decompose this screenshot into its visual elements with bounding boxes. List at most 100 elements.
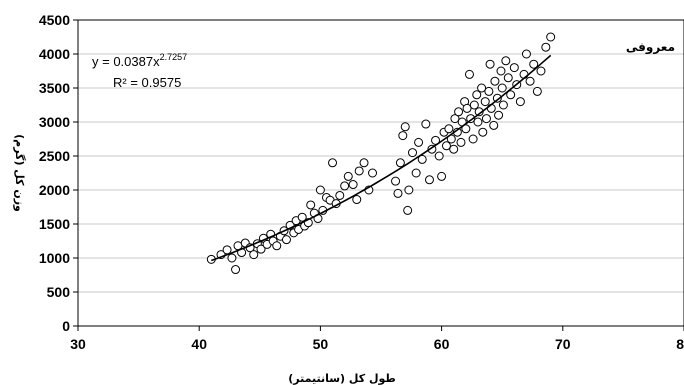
y-tick-label: 500 (47, 284, 71, 300)
data-point (391, 176, 401, 186)
data-point (393, 188, 403, 198)
x-tick-label: 70 (555, 336, 571, 352)
data-point (529, 59, 539, 69)
data-point (437, 171, 447, 181)
data-point (461, 124, 471, 134)
x-tick-label: 40 (191, 336, 207, 352)
y-tick-label: 4500 (39, 12, 70, 28)
data-point (450, 114, 460, 124)
data-point (256, 244, 266, 254)
trendline (211, 54, 552, 262)
trendline-equation: y = 0.0387x2.7257 (92, 52, 187, 69)
data-point (424, 175, 434, 185)
data-point (503, 73, 513, 83)
grid-layer (78, 53, 684, 293)
axis-ticks: 0 500 1000 1500 2000 2500 3000 3500 4000 4500 30 40… (39, 12, 684, 352)
y-tick-label: 0 (62, 318, 70, 334)
data-point (444, 124, 454, 134)
data-point (464, 69, 474, 79)
data-point (506, 90, 516, 100)
data-point (335, 190, 345, 200)
data-point (456, 137, 466, 147)
data-point (521, 49, 531, 59)
r-squared-label: R² = 0.9575 (113, 75, 181, 90)
data-point (404, 185, 414, 195)
data-point (348, 180, 358, 190)
data-point (352, 195, 362, 205)
data-point (315, 185, 325, 195)
x-axis-title: طول کل (سانتیمتر) (288, 372, 396, 385)
y-tick-label: 1000 (39, 250, 70, 266)
data-point (480, 97, 490, 107)
data-point (414, 137, 424, 147)
data-point (497, 83, 507, 93)
data-point (227, 253, 237, 263)
data-point (469, 100, 479, 110)
data-point (328, 158, 338, 168)
data-point (490, 76, 500, 86)
data-point (498, 100, 508, 110)
data-point (306, 200, 316, 210)
data-point (472, 90, 482, 100)
data-point (421, 119, 431, 129)
data-point (546, 32, 556, 42)
data-points (206, 32, 556, 275)
data-point (249, 250, 259, 260)
data-point (481, 114, 491, 124)
data-point (281, 235, 291, 245)
data-point (359, 158, 369, 168)
y-tick-label: 4000 (39, 46, 70, 62)
y-tick-label: 3000 (39, 114, 70, 130)
data-point (231, 265, 241, 275)
data-point (536, 66, 546, 76)
data-point (466, 114, 476, 124)
data-point (477, 83, 487, 93)
data-point (509, 63, 519, 73)
y-tick-label: 1500 (39, 216, 70, 232)
data-point (297, 212, 307, 222)
data-point (417, 154, 427, 164)
data-point (478, 127, 488, 137)
data-point (408, 148, 418, 158)
data-point (368, 168, 378, 178)
data-point (434, 151, 444, 161)
data-point (492, 93, 502, 103)
corner-label: معروفی (626, 40, 675, 55)
data-point (340, 181, 350, 191)
data-point (532, 86, 542, 96)
data-point (441, 141, 451, 151)
x-tick-label: 60 (434, 336, 450, 352)
data-point (501, 56, 511, 66)
data-point (525, 76, 535, 86)
data-point (484, 86, 494, 96)
data-point (398, 131, 408, 141)
data-point (485, 59, 495, 69)
data-point (473, 117, 483, 127)
data-point (519, 69, 529, 79)
plot-area (77, 19, 684, 327)
data-point (454, 107, 464, 117)
y-axis-title: وزن کل (گرم) (13, 134, 26, 212)
y-tick-label: 2500 (39, 148, 70, 164)
y-tick-label: 3500 (39, 80, 70, 96)
data-point (489, 120, 499, 130)
data-point (449, 144, 459, 154)
data-point (411, 168, 421, 178)
x-tick-label: 50 (313, 336, 329, 352)
y-tick-label: 2000 (39, 182, 70, 198)
data-point (515, 97, 525, 107)
data-point (343, 171, 353, 181)
data-point (468, 134, 478, 144)
x-tick-label: 30 (70, 336, 86, 352)
data-point (395, 158, 405, 168)
data-point (462, 103, 472, 113)
data-point (494, 110, 504, 120)
data-point (354, 166, 364, 176)
data-point (272, 241, 282, 251)
x-tick-label: 80 (676, 336, 684, 352)
data-point (222, 245, 232, 255)
data-point (496, 66, 506, 76)
data-point (400, 122, 410, 132)
data-point (541, 42, 551, 52)
